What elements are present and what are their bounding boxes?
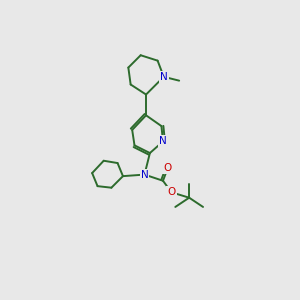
Text: N: N — [141, 169, 148, 180]
Text: O: O — [167, 187, 175, 197]
Text: N: N — [159, 136, 167, 146]
Text: O: O — [164, 164, 172, 173]
Text: N: N — [160, 72, 168, 82]
